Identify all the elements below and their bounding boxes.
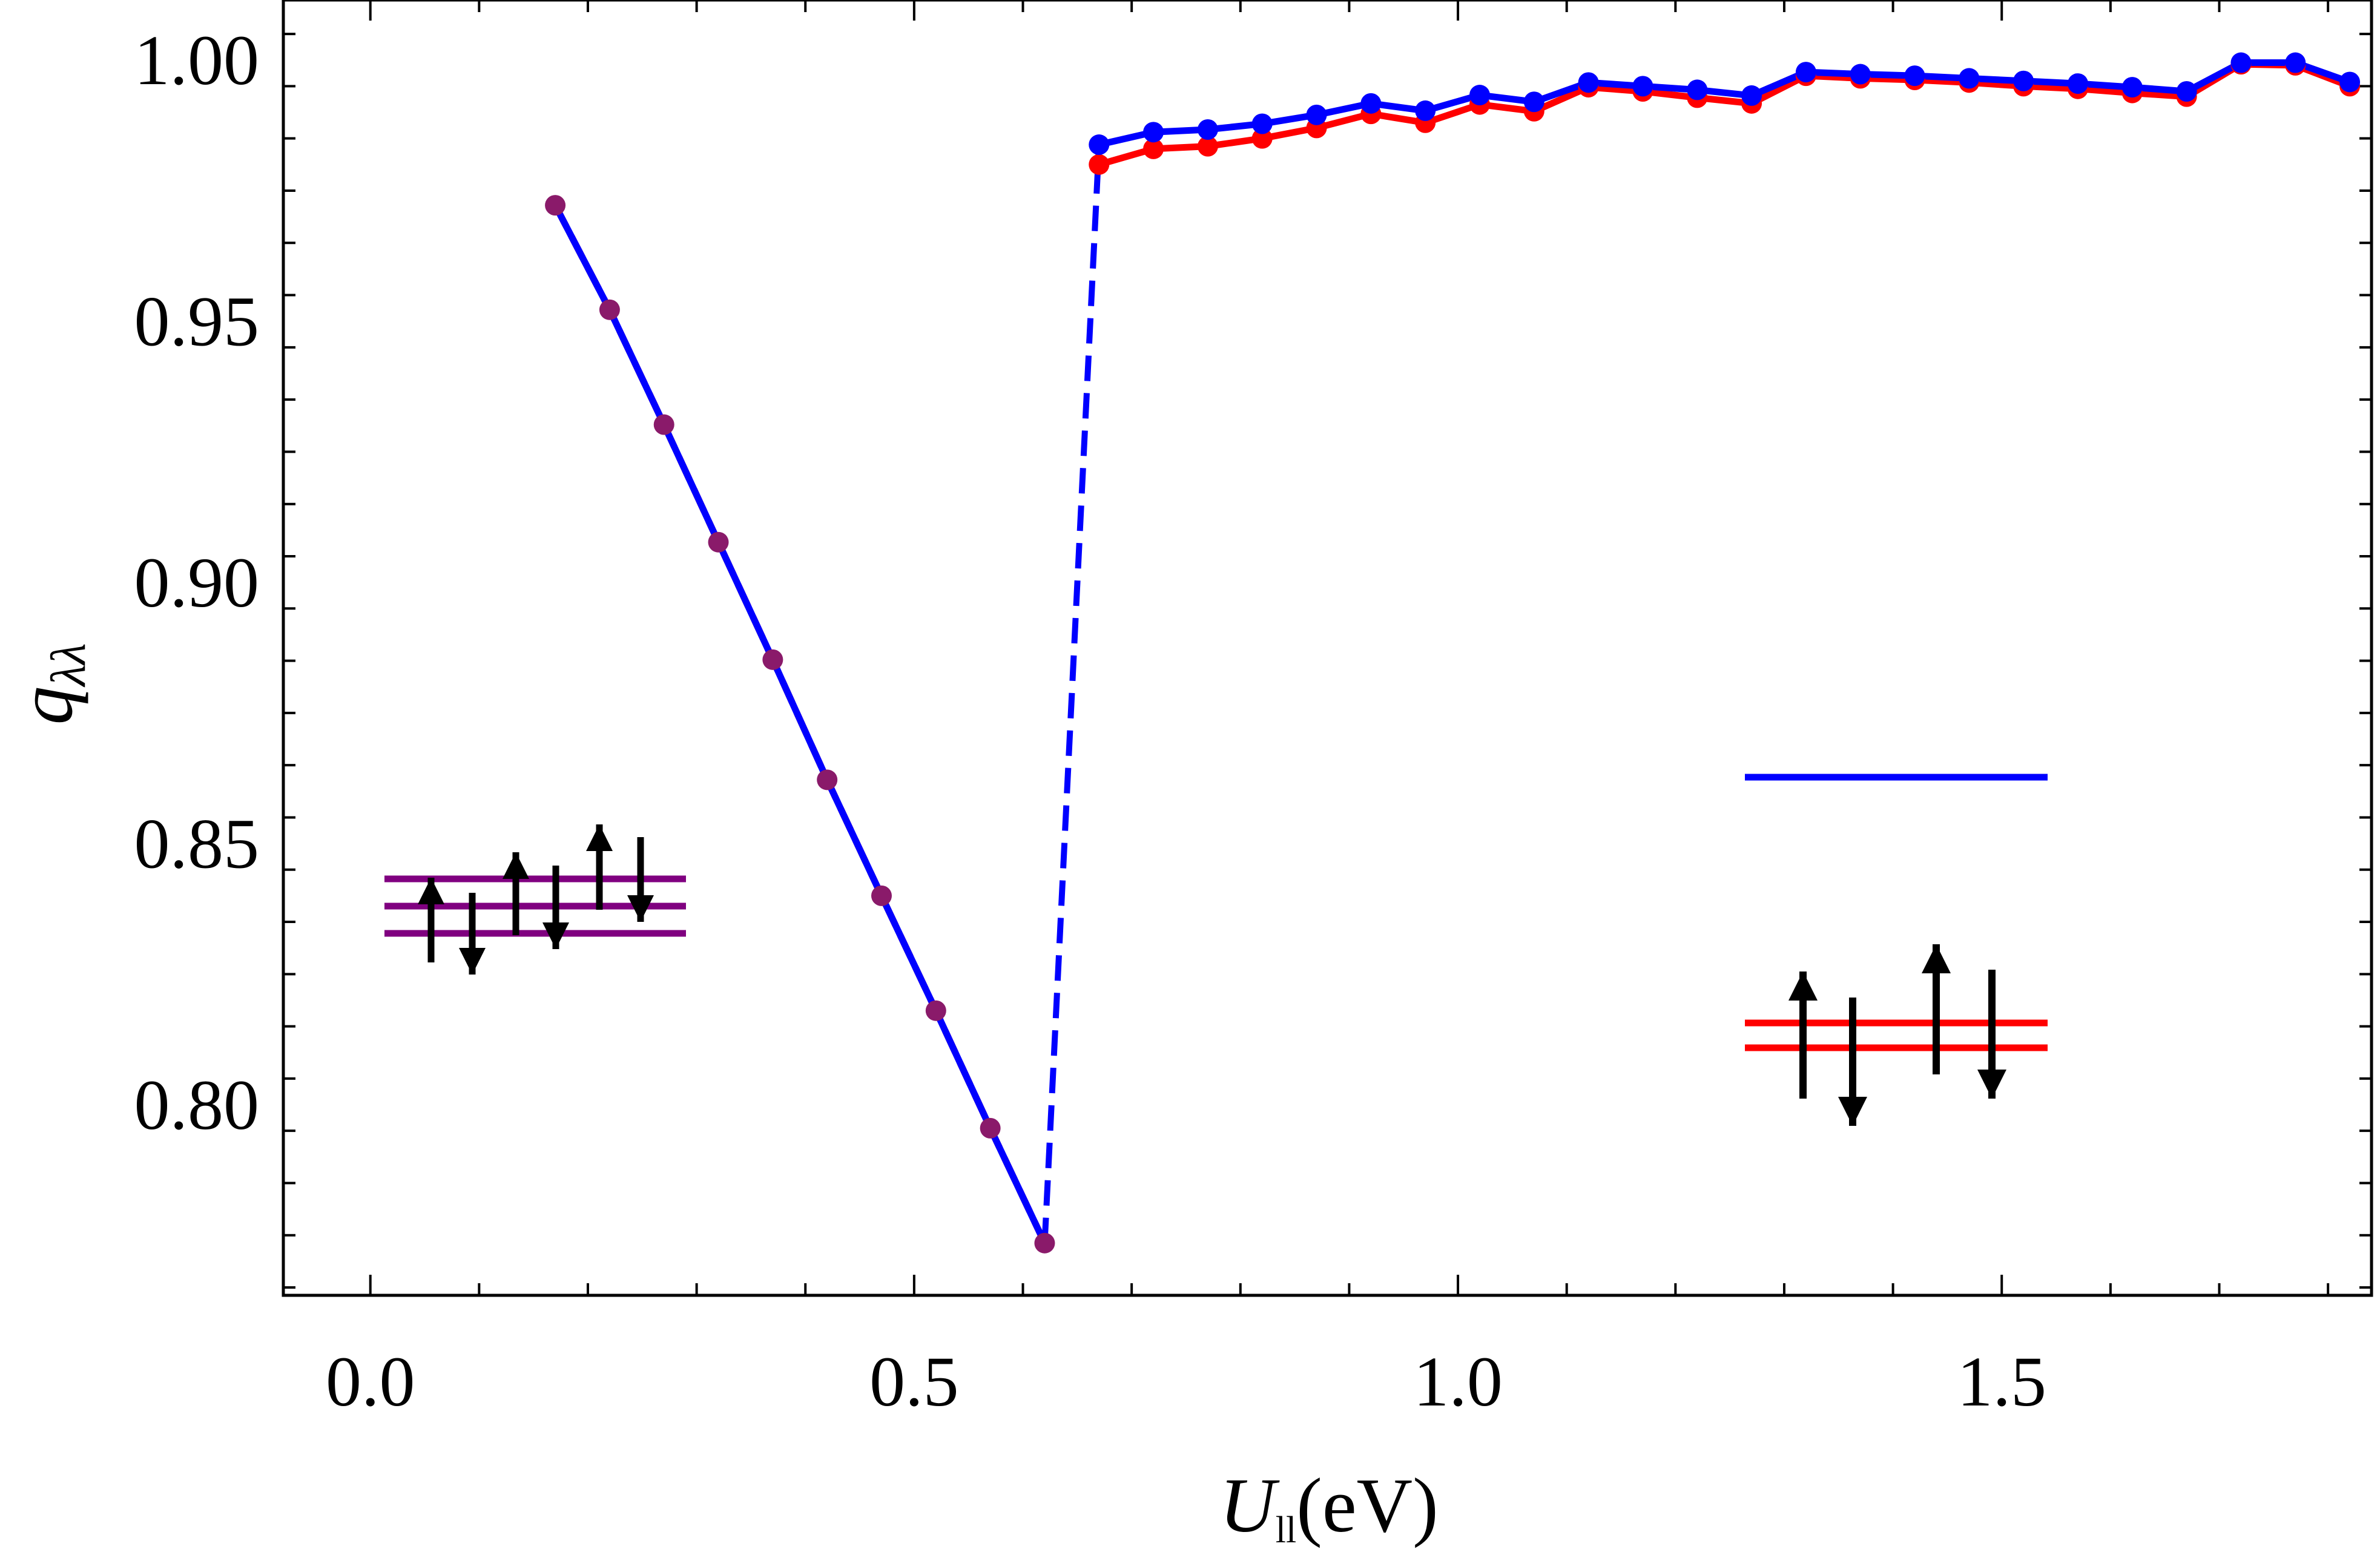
data-point xyxy=(1197,136,1218,157)
data-point xyxy=(545,195,566,216)
data-point xyxy=(2013,70,2034,91)
y-tick-label: 0.85 xyxy=(134,804,260,884)
series-line xyxy=(1098,61,2352,168)
x-tick-label: 0.5 xyxy=(869,1342,959,1421)
data-point xyxy=(817,769,838,791)
data-point xyxy=(1687,79,1708,100)
data-point xyxy=(871,885,892,906)
y-tick-label: 0.90 xyxy=(134,543,260,622)
data-point xyxy=(1904,65,1925,87)
series-layer xyxy=(545,52,2361,1254)
data-point xyxy=(1360,93,1382,114)
data-point xyxy=(1523,91,1544,113)
data-point xyxy=(762,649,783,670)
plot-frame xyxy=(282,0,2373,1297)
data-point xyxy=(1089,134,1110,156)
data-point xyxy=(1306,104,1327,125)
data-point xyxy=(1469,85,1490,106)
x-tick-label: 0.0 xyxy=(326,1342,415,1421)
data-point xyxy=(980,1117,1001,1139)
x-axis-ticks: 0.0 0.5 1.0 1.5 xyxy=(326,0,2330,1421)
data-point xyxy=(1197,119,1218,140)
data-point xyxy=(1741,85,1762,106)
data-point xyxy=(2339,71,2361,93)
data-point xyxy=(1850,64,1871,85)
data-point xyxy=(1795,62,1816,83)
data-point xyxy=(925,1000,946,1021)
data-point xyxy=(653,414,674,435)
data-point xyxy=(2176,81,2197,102)
data-point xyxy=(1251,128,1273,149)
data-point xyxy=(1251,113,1273,134)
data-point xyxy=(708,531,729,553)
data-point xyxy=(599,299,620,320)
y-tick-label: 0.95 xyxy=(134,282,260,361)
data-point xyxy=(1143,138,1164,159)
data-point xyxy=(2285,52,2306,73)
data-point xyxy=(1959,68,1980,89)
data-point xyxy=(1578,72,1599,93)
y-tick-label: 1.00 xyxy=(134,21,260,100)
data-point xyxy=(1089,154,1110,175)
y-tick-label: 0.80 xyxy=(134,1065,260,1145)
transition-jump-line xyxy=(1041,144,1103,1243)
y-axis-title: qλλ xyxy=(2,643,96,725)
series-line xyxy=(552,203,1048,1245)
data-point xyxy=(2230,52,2252,73)
data-point xyxy=(1034,1232,1055,1254)
data-point xyxy=(2067,73,2088,94)
data-point xyxy=(1632,76,1653,97)
y-axis-ticks: 0.80 0.85 0.90 0.95 1.00 xyxy=(134,21,2372,1289)
x-axis-title: Ull(eV) xyxy=(1219,1462,1438,1551)
x-tick-label: 1.0 xyxy=(1413,1342,1503,1421)
x-tick-label: 1.5 xyxy=(1957,1342,2046,1421)
left-inset-levels xyxy=(384,824,686,975)
data-point xyxy=(1415,100,1436,121)
right-inset-levels xyxy=(1745,774,2048,1126)
data-point xyxy=(2121,77,2143,98)
data-point xyxy=(1143,122,1164,143)
